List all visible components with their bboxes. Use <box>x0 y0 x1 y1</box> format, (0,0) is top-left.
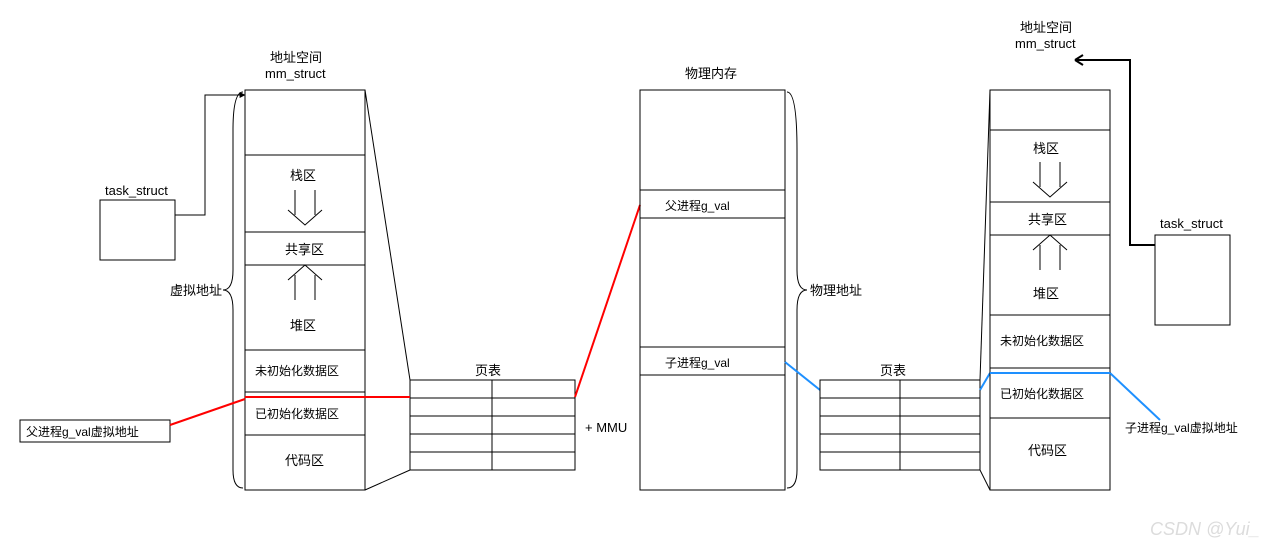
seg-stack-right: 栈区 <box>1033 141 1059 156</box>
addr-space-title-right-2: mm_struct <box>1015 36 1076 51</box>
addr-space-title-left-2: mm_struct <box>265 66 326 81</box>
task-struct-left: task_struct <box>100 95 245 260</box>
seg-init-right: 已初始化数据区 <box>1000 386 1084 401</box>
phys-addr-label: 物理地址 <box>810 283 862 298</box>
address-space-left: 栈区 共享区 堆区 未初始化数据区 已初始化数据区 代码区 <box>245 90 365 490</box>
svg-text:父进程g_val虚拟地址: 父进程g_val虚拟地址 <box>26 424 139 439</box>
seg-uninit-left: 未初始化数据区 <box>255 363 339 378</box>
parent-gval-phys: 父进程g_val <box>665 198 730 213</box>
map-right-top <box>980 90 990 380</box>
watermark: CSDN @Yui_ <box>1150 519 1260 539</box>
addr-space-title-right-1: 地址空间 <box>1020 20 1072 35</box>
phys-mem-title: 物理内存 <box>685 66 737 81</box>
seg-init-left: 已初始化数据区 <box>255 406 339 421</box>
virt-addr-brace-left: 虚拟地址 <box>170 92 243 488</box>
seg-code-left: 代码区 <box>285 453 324 468</box>
seg-code-right: 代码区 <box>1028 443 1067 458</box>
phys-addr-brace: 物理地址 <box>787 92 862 488</box>
blue-from-phys <box>785 362 820 390</box>
map-left-bottom <box>365 470 410 490</box>
svg-text:task_struct: task_struct <box>1160 216 1223 231</box>
addr-space-title-left-1: 地址空间 <box>270 50 322 65</box>
svg-text:子进程g_val虚拟地址: 子进程g_val虚拟地址 <box>1125 420 1238 435</box>
seg-heap-right: 堆区 <box>1033 286 1059 301</box>
virt-addr-label-left: 虚拟地址 <box>170 283 222 298</box>
parent-gval-virt-callout: 父进程g_val虚拟地址 <box>20 399 245 442</box>
seg-shared-right: 共享区 <box>1028 212 1067 227</box>
address-space-right: 栈区 共享区 堆区 未初始化数据区 已初始化数据区 代码区 <box>990 90 1110 490</box>
task-struct-left-label: task_struct <box>105 183 168 198</box>
child-gval-phys: 子进程g_val <box>665 355 730 370</box>
svg-text:页表: 页表 <box>475 363 501 378</box>
task-struct-right: task_struct <box>1075 55 1230 325</box>
seg-shared-left: 共享区 <box>285 242 324 257</box>
red-to-phys <box>575 205 640 397</box>
page-table-right: 页表 <box>820 363 980 470</box>
child-gval-virt-callout: 子进程g_val虚拟地址 <box>1110 373 1238 435</box>
svg-text:页表: 页表 <box>880 363 906 378</box>
seg-uninit-right: 未初始化数据区 <box>1000 333 1084 348</box>
page-table-left: 页表 <box>410 363 575 470</box>
seg-stack-left: 栈区 <box>290 168 316 183</box>
mmu-label: + MMU <box>585 420 627 435</box>
map-right-bottom <box>980 470 990 490</box>
seg-heap-left: 堆区 <box>290 318 316 333</box>
blue-to-as <box>980 373 990 390</box>
map-left-top <box>365 90 410 380</box>
physical-memory: 父进程g_val 子进程g_val <box>640 90 785 490</box>
